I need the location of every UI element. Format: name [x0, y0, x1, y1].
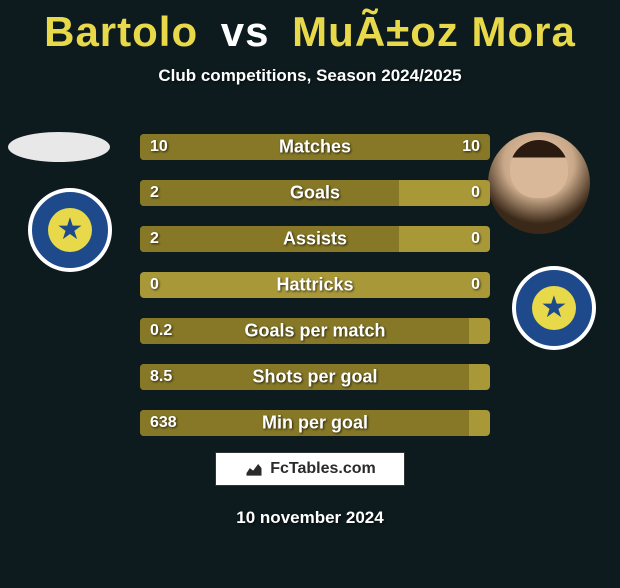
stat-value-right: 0: [471, 276, 480, 294]
brand-badge: FcTables.com: [215, 452, 405, 486]
stat-value-left: 10: [150, 138, 168, 156]
stat-fill-left: [140, 180, 399, 206]
stat-label: Goals per match: [244, 321, 385, 342]
stat-row: Shots per goal 8.5: [140, 364, 490, 390]
stat-fill-left: [140, 226, 399, 252]
stat-value-left: 2: [150, 184, 159, 202]
vs-text: vs: [221, 8, 270, 55]
subtitle: Club competitions, Season 2024/2025: [0, 66, 620, 86]
chart-icon: [244, 459, 264, 479]
stats-bars: Matches1010Goals20Assists20Hattricks00Go…: [140, 134, 490, 456]
crest-star-icon: [48, 208, 92, 252]
stat-value-right: 10: [462, 138, 480, 156]
player2-crest: [512, 266, 596, 350]
stat-label: Min per goal: [262, 413, 368, 434]
stat-value-right: 0: [471, 184, 480, 202]
player1-crest: [28, 188, 112, 272]
stat-label: Matches: [279, 137, 351, 158]
stat-row: Goals per match 0.2: [140, 318, 490, 344]
stat-value-left: 0.2: [150, 322, 172, 340]
crest-star-icon: [532, 286, 576, 330]
stat-row: Goals 2 0: [140, 180, 490, 206]
stat-row: Matches 10 10: [140, 134, 490, 160]
stat-label: Assists: [283, 229, 347, 250]
brand-text: FcTables.com: [270, 460, 376, 478]
stat-row: Assists 2 0: [140, 226, 490, 252]
player1-name: Bartolo: [44, 8, 198, 55]
stat-value-left: 638: [150, 414, 177, 432]
stat-label: Hattricks: [276, 275, 353, 296]
stat-label: Goals: [290, 183, 340, 204]
stat-value-left: 2: [150, 230, 159, 248]
player2-name: MuÃ±oz Mora: [292, 8, 576, 55]
comparison-title: Bartolo vs MuÃ±oz Mora: [0, 8, 620, 56]
date-text: 10 november 2024: [236, 508, 383, 528]
stat-row: Hattricks 0 0: [140, 272, 490, 298]
stat-value-left: 0: [150, 276, 159, 294]
stat-value-right: 0: [471, 230, 480, 248]
player2-avatar: [488, 132, 590, 234]
player1-avatar: [8, 132, 110, 162]
stat-value-left: 8.5: [150, 368, 172, 386]
stat-label: Shots per goal: [252, 367, 377, 388]
stat-row: Min per goal 638: [140, 410, 490, 436]
